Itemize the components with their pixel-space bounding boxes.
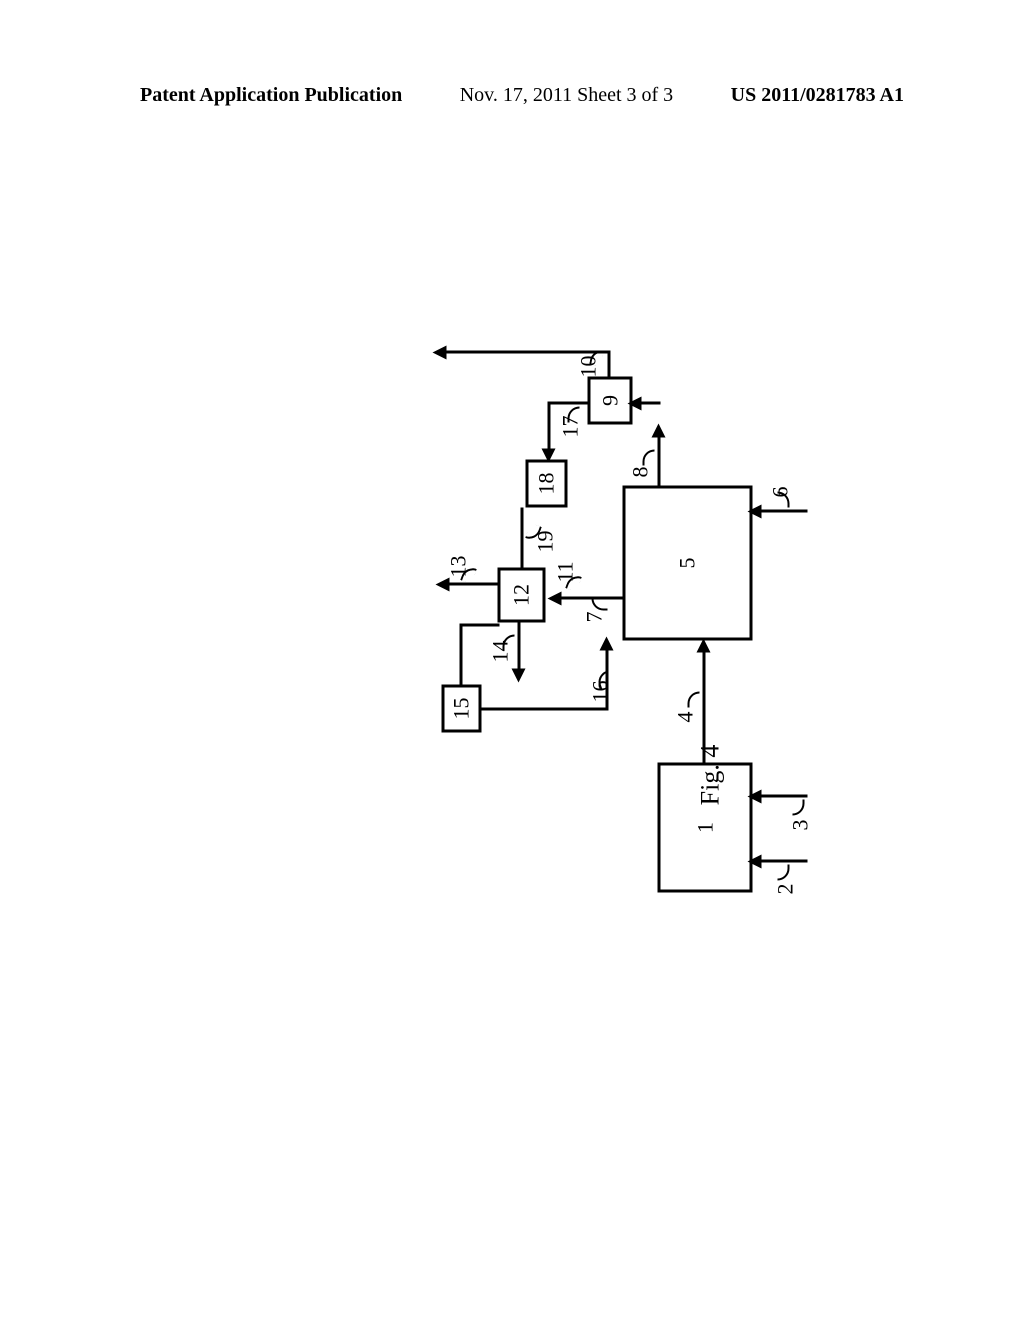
arrowhead-10 [433,346,447,360]
header-right: US 2011/0281783 A1 [731,84,904,107]
box-18: 18 [526,460,568,508]
arrowhead-16 [600,637,614,651]
box-12: 12 [498,568,546,623]
box-5-label: 5 [675,558,701,569]
arrowhead-14 [512,669,526,683]
label-8: 8 [628,467,654,478]
arrow-17-v [548,402,588,405]
page-header: Patent Application Publication Nov. 17, … [0,84,1024,107]
line-15-top [460,625,463,685]
leader-17 [568,407,580,423]
arrowhead-into-9 [628,397,642,411]
arrowhead-4 [697,639,711,653]
box-12-label: 12 [509,584,535,606]
label-2: 2 [773,884,799,895]
box-9-label: 9 [597,395,623,406]
header-left: Patent Application Publication [140,84,402,107]
arrow-7-line [558,597,623,600]
box-1-label: 1 [692,822,718,833]
arrowhead-8 [652,424,666,438]
box-18-label: 18 [534,473,560,495]
arrowhead-13 [436,578,450,592]
box-9: 9 [588,377,633,425]
flow-diagram: 1 2 3 4 5 6 7 12 [188,338,828,903]
page: Patent Application Publication Nov. 17, … [0,0,1024,1320]
leader-2 [778,865,790,881]
arrow-14 [518,623,521,671]
line-19 [521,508,524,568]
arrow-10-v [443,351,611,354]
arrow-17-h [548,403,551,451]
leader-3 [793,800,805,816]
label-7: 7 [582,612,608,623]
arrow-8 [658,436,661,486]
line-15-down [460,624,500,627]
figure-label: Fig. 4 [695,745,725,806]
box-15-label: 15 [449,698,475,720]
leader-8 [643,450,655,466]
box-15: 15 [442,685,482,733]
box-5: 5 [623,486,753,641]
leader-4 [688,692,700,708]
label-4: 4 [673,712,699,723]
leader-7 [592,599,608,611]
arrowhead-6 [748,505,762,519]
arrowhead-7 [548,592,562,606]
leader-14 [503,635,515,651]
arrow-10-h [608,352,611,377]
arrowhead-2 [748,855,762,869]
header-center: Nov. 17, 2011 Sheet 3 of 3 [460,84,674,107]
arrowhead-3 [748,790,762,804]
label-3: 3 [788,820,814,831]
arrow-16-v [482,708,607,711]
